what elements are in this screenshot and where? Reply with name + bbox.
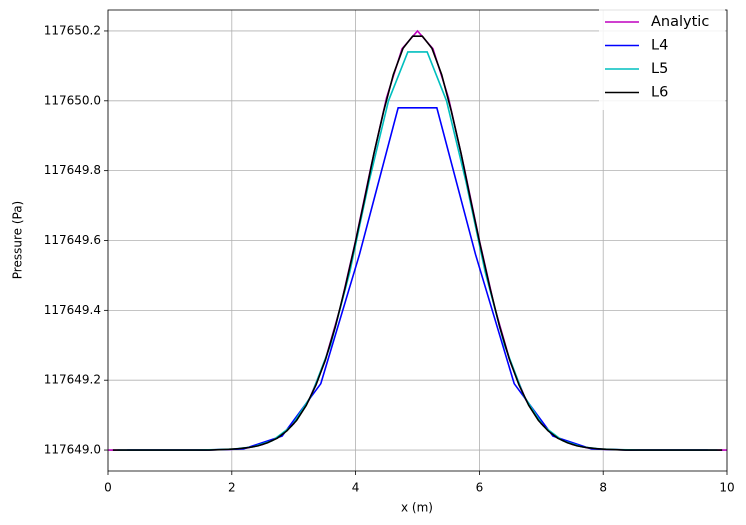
- y-tick-label: 117649.6: [44, 233, 101, 247]
- y-tick-label: 117649.8: [44, 163, 101, 177]
- x-tick-label: 4: [352, 481, 360, 495]
- x-tick-label: 0: [104, 481, 112, 495]
- y-tick-label: 117649.4: [44, 303, 101, 317]
- x-tick-label: 2: [228, 481, 236, 495]
- x-axis-label: x (m): [401, 501, 433, 515]
- legend-label: L4: [651, 38, 668, 54]
- y-tick-label: 117650.0: [44, 93, 101, 107]
- series-line: [112, 35, 723, 451]
- series-line: [127, 106, 708, 451]
- legend: Analytic L4 L5 L6: [599, 8, 725, 110]
- y-axis-label: Pressure (Pa): [11, 201, 25, 279]
- x-tick-label: 6: [476, 481, 484, 495]
- y-tick-label: 117650.2: [44, 23, 101, 37]
- legend-label: L6: [651, 85, 668, 101]
- x-tick-label: 10: [719, 481, 734, 495]
- legend-label: Analytic: [651, 14, 709, 30]
- y-tick-label: 117649.0: [44, 443, 101, 457]
- y-tick-label: 117649.2: [44, 373, 101, 387]
- legend-label: L5: [651, 61, 668, 77]
- x-tick-label: 8: [599, 481, 607, 495]
- series-line: [117, 51, 718, 451]
- plot-frame: [107, 9, 728, 472]
